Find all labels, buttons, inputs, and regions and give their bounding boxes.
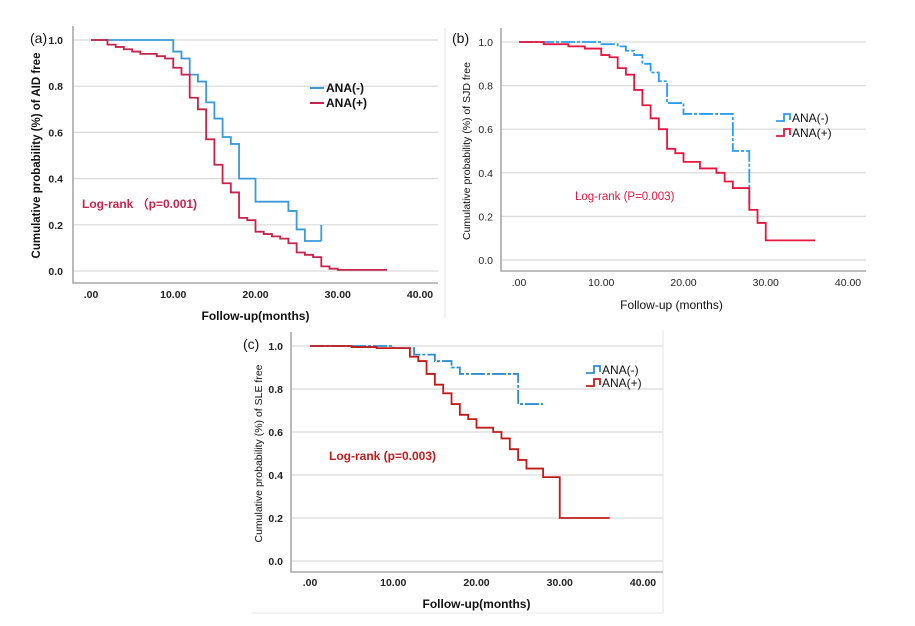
panel-label: (b): [452, 30, 469, 46]
x-tick-label: .00: [84, 289, 99, 301]
km-curve-ana-negative: [519, 41, 751, 206]
x-tick-label: 10.00: [380, 577, 406, 589]
legend-swatch: [776, 128, 791, 137]
x-tick-label: .00: [512, 277, 527, 289]
legend-swatch: [586, 378, 601, 387]
y-axis-label: Cumulative probability (%) of SJD free: [461, 62, 473, 240]
legend-label: ANA(+): [602, 376, 642, 390]
legend-swatch: [776, 113, 791, 122]
y-tick-label: 1.0: [478, 37, 493, 49]
legend-swatch: [586, 365, 601, 374]
panel-label: (c): [243, 336, 259, 352]
chart-panel-c: 0.0 0.2 0.4 0.6 0.8 1.0 .00 10.00 20.00 30.00 40.0…: [243, 330, 664, 614]
x-tick-label: 20.00: [242, 289, 268, 301]
x-axis-label: Follow-up(months): [423, 597, 531, 611]
y-tick-label: 0.2: [268, 513, 283, 525]
legend-label: ANA(+): [326, 96, 367, 110]
x-tick-label: 20.00: [463, 577, 489, 589]
logrank-annotation: Log-rank (p=0.003): [329, 449, 436, 463]
y-tick-label: 0.0: [478, 255, 493, 267]
km-curve-ana-negative: [310, 345, 544, 405]
panel-frame: [252, 330, 664, 614]
km-curve-ana-positive: [310, 345, 610, 519]
y-axis-label: Cumulative probability (%) of SLE free: [253, 364, 265, 542]
y-tick-label: 0.2: [478, 211, 493, 223]
x-tick-label: 40.00: [630, 577, 656, 589]
x-axis-label: Follow-up (months): [620, 298, 723, 312]
axes: [290, 332, 663, 573]
y-tick-label: 0.8: [478, 81, 493, 93]
y-tick-label: 0.0: [268, 556, 283, 568]
y-tick-label: 0.4: [268, 470, 283, 482]
y-tick-label: 0.8: [268, 384, 283, 396]
x-tick-label: 30.00: [753, 277, 779, 289]
y-tick-label: 0.6: [478, 124, 493, 136]
x-tick-label: 30.00: [547, 577, 573, 589]
logrank-annotation: Log-rank (P=0.003): [575, 191, 675, 203]
km-curve-ana-negative: [91, 39, 322, 242]
legend-label: ANA(-): [602, 363, 639, 377]
y-axis-label: Cumulative probability (%) of AID free: [31, 53, 43, 259]
x-tick-label: 10.00: [588, 277, 614, 289]
x-tick-label: 10.00: [160, 289, 186, 301]
panel-label: (a): [30, 30, 47, 46]
logrank-annotation: Log-rank （p=0.001): [82, 196, 197, 211]
x-tick-label: 40.00: [407, 289, 433, 301]
km-curve-ana-positive: [519, 41, 816, 242]
y-tick-label: 1.0: [268, 341, 283, 353]
chart-panel-a: 0.0 0.2 0.4 0.6 0.8 1.0 .00 10.00 20.00 30.00 40.0…: [30, 26, 438, 323]
y-tick-label: 0.4: [478, 168, 493, 180]
y-tick-label: 0.8: [48, 81, 63, 93]
y-tick-label: 1.0: [48, 35, 63, 47]
x-axis-label: Follow-up(months): [202, 309, 310, 323]
x-tick-label: .00: [303, 577, 318, 589]
y-tick-label: 0.4: [48, 174, 63, 186]
km-curve-ana-positive: [91, 39, 388, 271]
legend-label: ANA(-): [792, 111, 829, 125]
y-tick-label: 0.6: [48, 127, 63, 139]
y-tick-label: 0.0: [48, 266, 63, 278]
y-tick-label: 0.2: [48, 220, 63, 232]
axes: [500, 28, 866, 272]
chart-panel-b: 0.0 0.2 0.4 0.6 0.8 1.0 .00 10.00 20.00 30.00 40.0…: [444, 28, 866, 318]
axes: [72, 26, 438, 284]
x-tick-label: 30.00: [325, 289, 351, 301]
legend-label: ANA(+): [792, 126, 832, 140]
y-tick-label: 0.6: [268, 427, 283, 439]
x-tick-label: 40.00: [835, 277, 861, 289]
legend-label: ANA(-): [326, 81, 364, 95]
x-tick-label: 20.00: [670, 277, 696, 289]
